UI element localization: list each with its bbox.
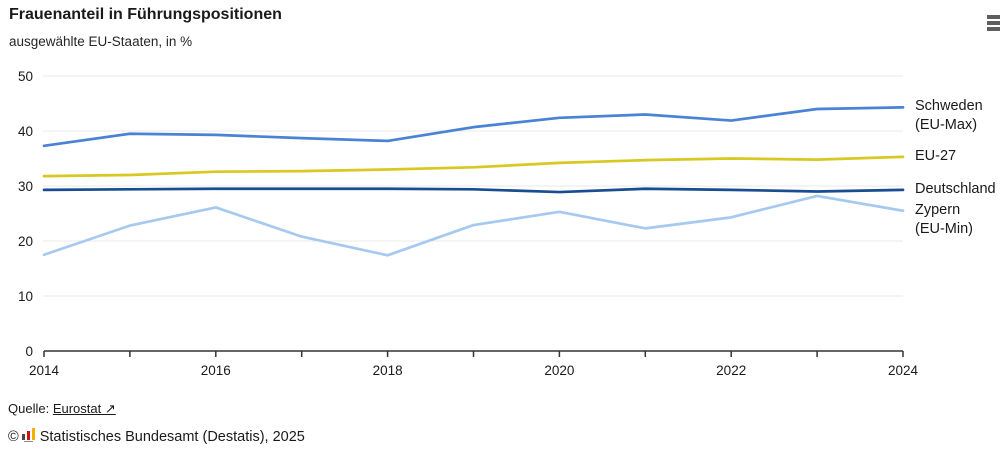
svg-text:2014: 2014 [29, 363, 60, 378]
svg-text:2022: 2022 [716, 363, 746, 378]
copyright-text: Statistisches Bundesamt (Destatis), 2025 [39, 429, 305, 445]
source-link[interactable]: Eurostat ↗ [52, 401, 116, 416]
chart-canvas: 0 10 20 30 40 50 2014 2016 2018 2020 2022 2024 [18, 69, 919, 378]
destatis-logo-icon [21, 428, 36, 442]
hamburger-bar [987, 21, 1000, 25]
svg-text:2024: 2024 [888, 363, 919, 378]
copyright-symbol: © [8, 429, 19, 445]
svg-text:40: 40 [18, 124, 33, 139]
svg-text:2020: 2020 [544, 363, 574, 378]
legend-deutschland: Deutschland [915, 180, 996, 197]
chart-subtitle: ausgewählte EU-Staaten, in % [9, 34, 193, 49]
hamburger-menu-icon[interactable] [987, 15, 1000, 35]
copyright-row: © Statistisches Bundesamt (Destatis), 202… [8, 428, 305, 445]
source-row: Quelle: Eurostat ↗ [8, 401, 116, 417]
svg-text:50: 50 [18, 69, 33, 84]
svg-text:30: 30 [18, 179, 33, 194]
legend-eu27: EU-27 [915, 147, 957, 164]
chart-title: Frauenanteil in Führungspositionen [9, 6, 282, 23]
hamburger-bar [987, 27, 1000, 31]
svg-text:20: 20 [18, 234, 33, 249]
legend-schweden: Schweden (EU-Max) [915, 98, 983, 134]
svg-text:0: 0 [25, 344, 33, 359]
hamburger-bar [987, 15, 1000, 19]
source-label: Quelle: [8, 401, 50, 416]
svg-text:2018: 2018 [373, 363, 403, 378]
svg-text:2016: 2016 [201, 363, 231, 378]
line-chart: 0 10 20 30 40 50 2014 2016 2018 2020 2022 2024 [0, 60, 1000, 390]
legend-zypern: Zypern (EU-Min) [915, 201, 973, 237]
svg-text:10: 10 [18, 289, 33, 304]
